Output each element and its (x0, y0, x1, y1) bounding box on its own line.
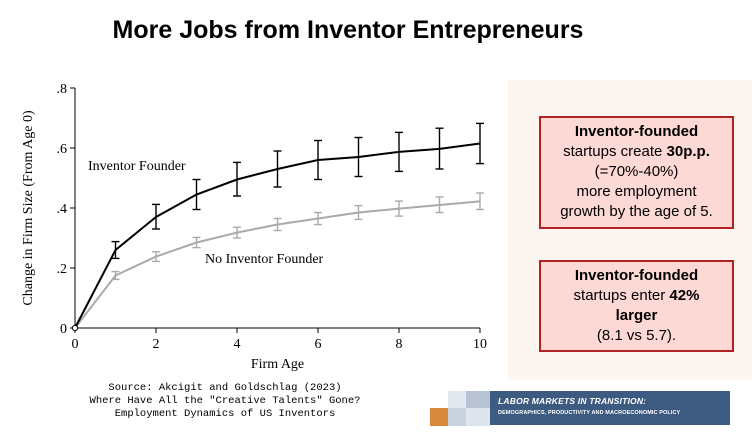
series-label-no-inventor-founder: No Inventor Founder (205, 252, 324, 267)
slide-title: More Jobs from Inventor Entrepreneurs (112, 16, 584, 44)
x-axis-label: Firm Age (251, 357, 304, 372)
callout-2-line-4: (8.1 vs 5.7). (596, 327, 677, 344)
source-line-1: Source: Akcigit and Goldschlag (2023) (108, 382, 342, 394)
y-tick-label: .4 (57, 202, 68, 217)
series-label-inventor-founder: Inventor Founder (88, 159, 186, 174)
callout-1-line-5: growth by the age of 5. (560, 203, 713, 220)
callout-2-line-2-text: startups enter (573, 287, 670, 304)
chart-axes: 0 .2 .4 .6 .8 0 2 4 6 8 10 (57, 82, 488, 352)
banner-title: LABOR MARKETS IN TRANSITION: (498, 396, 647, 406)
x-tick-label: 6 (315, 337, 322, 352)
x-tick-label: 10 (473, 337, 487, 352)
callout-2-line-3: larger (615, 307, 658, 324)
callout-inventor-size: Inventor-founded startups enter 42% larg… (539, 260, 734, 352)
banner-subtitle: DEMOGRAPHICS, PRODUCTIVITY AND MACROECON… (498, 410, 681, 416)
y-tick-label: .8 (57, 82, 68, 97)
callout-1-line-1: Inventor-founded (574, 123, 699, 140)
chart-series (71, 122, 484, 332)
origin-marker (71, 324, 79, 332)
source-citation: Source: Akcigit and Goldschlag (2023) Wh… (40, 382, 410, 421)
y-tick-label: .6 (57, 142, 68, 157)
callout-2-line-1: Inventor-founded (574, 267, 699, 284)
callout-1-line-4: more employment (576, 183, 697, 200)
y-tick-label: 0 (60, 322, 67, 337)
y-axis-label: Change in Firm Size (From Age 0) (21, 110, 36, 306)
callout-1-highlight: 30p.p. (666, 143, 710, 160)
source-line-2: Where Have All the "Creative Talents" Go… (89, 395, 361, 407)
y-tick-label: .2 (57, 262, 68, 277)
callout-2-line-2: startups enter 42% (547, 286, 726, 306)
line-chart: 0 .2 .4 .6 .8 0 2 4 6 8 10 Change in Firm Size (Fr… (21, 82, 488, 372)
callout-inventor-growth: Inventor-founded startups create 30p.p. … (539, 116, 734, 229)
callout-1-line-2-text: startups create (563, 143, 667, 160)
callout-1-line-3: (=70%-40%) (594, 163, 679, 180)
x-tick-label: 8 (396, 337, 403, 352)
conference-banner: LABOR MARKETS IN TRANSITION: DEMOGRAPHIC… (490, 391, 730, 425)
x-tick-label: 2 (153, 337, 160, 352)
source-line-3: Employment Dynamics of US Inventors (114, 408, 336, 420)
callout-2-highlight: 42% (669, 287, 700, 304)
x-tick-label: 0 (72, 337, 79, 352)
callout-1-line-2: startups create 30p.p. (547, 142, 726, 162)
x-tick-label: 4 (234, 337, 241, 352)
